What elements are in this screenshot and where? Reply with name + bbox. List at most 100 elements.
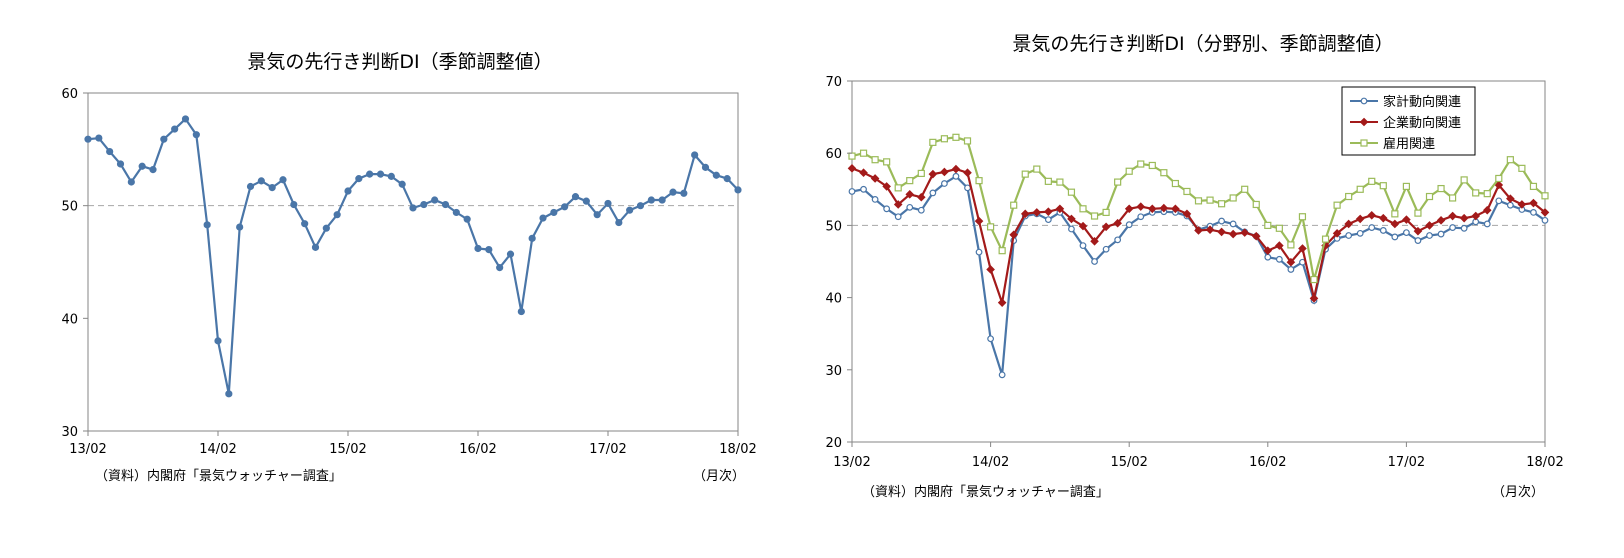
data-point (1448, 211, 1457, 221)
data-point (268, 184, 276, 192)
data-point (883, 158, 891, 166)
data-point (882, 182, 891, 191)
data-point (1332, 229, 1342, 238)
data-point (387, 172, 395, 180)
data-point (1436, 216, 1446, 225)
data-point (1229, 220, 1237, 228)
data-point (906, 177, 914, 185)
legend-marker (1360, 139, 1368, 147)
data-point (669, 188, 677, 196)
data-point (1506, 194, 1515, 203)
data-point (1124, 204, 1134, 214)
data-point (1518, 164, 1526, 172)
data-point (1125, 221, 1133, 229)
data-point (1530, 209, 1537, 216)
x-tick-label: 15/02 (1110, 455, 1147, 470)
data-point (940, 135, 949, 143)
data-point (636, 202, 645, 210)
data-point (1147, 204, 1157, 214)
data-point (376, 170, 385, 178)
data-point (1068, 225, 1075, 233)
data-point (127, 178, 135, 186)
data-point (1379, 227, 1387, 234)
data-point (1101, 222, 1111, 232)
data-point (1425, 221, 1434, 230)
data-point (1414, 209, 1422, 217)
data-point (452, 208, 460, 217)
data-point (929, 138, 937, 146)
data-point (214, 337, 222, 345)
data-point (290, 200, 298, 209)
data-point (116, 160, 125, 168)
y-tick-label: 30 (61, 425, 78, 440)
data-point (1298, 213, 1307, 221)
data-point (171, 125, 179, 133)
data-point (626, 206, 634, 214)
x-tick-label: 16/02 (1249, 455, 1286, 470)
legend-label: 企業動向関連 (1383, 115, 1461, 131)
data-point (1055, 204, 1065, 214)
x-tick-label: 17/02 (1388, 455, 1425, 470)
x-tick-label: 13/02 (69, 442, 106, 457)
x-tick-label: 14/02 (199, 442, 236, 457)
data-point (1044, 216, 1052, 224)
data-point (1541, 216, 1549, 224)
data-point (1079, 205, 1087, 213)
x-tick-label: 14/02 (972, 455, 1009, 470)
data-point (1067, 214, 1076, 224)
data-point (1160, 169, 1168, 177)
data-point (1159, 203, 1169, 213)
data-point (723, 175, 731, 183)
data-point (1298, 244, 1307, 253)
data-point (1459, 213, 1469, 223)
data-point (1437, 184, 1445, 193)
data-point (986, 223, 995, 231)
data-point (1263, 246, 1273, 255)
data-point (1264, 253, 1272, 261)
data-point (894, 213, 902, 221)
data-point (398, 180, 406, 188)
data-point (1495, 174, 1503, 183)
data-point (848, 188, 856, 195)
chart-left-source-note: （資料）内閣府「景気ウォッチャー調査」 (95, 468, 342, 484)
data-point (474, 244, 482, 253)
data-point (680, 189, 688, 197)
data-point (1529, 198, 1538, 208)
legend-item: 家計動向関連 (1350, 94, 1461, 110)
data-point (322, 224, 330, 232)
data-point (905, 190, 915, 199)
data-point (409, 204, 417, 212)
y-tick-label: 60 (825, 147, 842, 162)
data-point (1517, 200, 1527, 209)
data-point (963, 168, 972, 178)
series-line (87, 117, 739, 395)
chart-right-plot-area (851, 80, 1546, 443)
data-point (1217, 200, 1226, 208)
data-point (1205, 225, 1215, 235)
x-tick-label: 18/02 (1526, 455, 1563, 470)
data-point (1136, 202, 1146, 211)
x-tick-label: 13/02 (833, 455, 870, 470)
data-point (355, 175, 363, 183)
data-point (561, 203, 569, 211)
data-point (1367, 210, 1377, 220)
x-tick-label: 15/02 (329, 442, 366, 457)
data-point (1472, 189, 1480, 197)
data-point (701, 163, 710, 171)
data-point (615, 218, 623, 227)
data-point (1379, 182, 1387, 190)
data-point (1194, 226, 1203, 235)
data-point (1091, 258, 1098, 265)
data-point (964, 184, 971, 192)
data-point (1114, 178, 1122, 186)
data-point (870, 174, 880, 183)
data-point (528, 234, 536, 242)
data-point (1344, 219, 1353, 229)
data-point (1448, 194, 1457, 202)
data-point (997, 298, 1007, 307)
y-tick-label: 20 (825, 436, 842, 451)
data-point (952, 172, 960, 180)
data-point (1378, 213, 1388, 223)
